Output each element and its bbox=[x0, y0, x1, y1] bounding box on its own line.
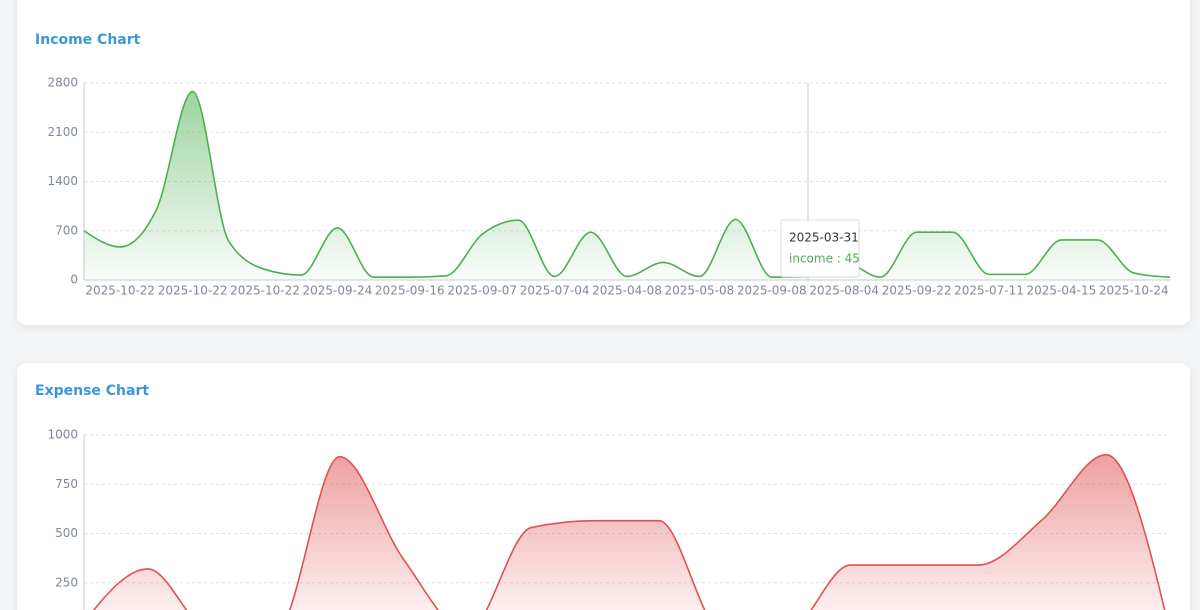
y-tick-label: 750 bbox=[55, 477, 78, 491]
chart-title: Expense Chart bbox=[35, 383, 149, 399]
card bbox=[17, 0, 1190, 325]
x-tick-label: 2025-09-22 bbox=[882, 284, 952, 298]
y-tick-label: 500 bbox=[55, 526, 78, 540]
x-tick-label: 2025-09-24 bbox=[303, 284, 373, 298]
y-tick-label: 250 bbox=[55, 575, 78, 589]
y-tick-label: 2100 bbox=[47, 125, 78, 139]
y-tick-label: 2800 bbox=[47, 76, 78, 90]
chart-title: Income Chart bbox=[35, 32, 141, 48]
x-tick-label: 2025-10-22 bbox=[158, 284, 228, 298]
x-tick-label: 2025-04-08 bbox=[592, 284, 662, 298]
line bbox=[83, 90, 1171, 278]
tooltip-value: income : 45 bbox=[789, 252, 860, 266]
x-tick-label: 2025-09-16 bbox=[375, 284, 445, 298]
x-tick-label: 2025-09-07 bbox=[447, 284, 517, 298]
y-tick-label: 1400 bbox=[47, 174, 78, 188]
tooltip-title: 2025-03-31 bbox=[789, 231, 859, 245]
y-tick-label: 700 bbox=[55, 223, 78, 237]
line bbox=[92, 453, 1166, 610]
x-tick-label: 2025-09-08 bbox=[737, 284, 807, 298]
x-tick-label: 2025-10-22 bbox=[230, 284, 300, 298]
x-tick-label: 2025-04-15 bbox=[1027, 284, 1097, 298]
tooltip: 2025-03-31 income : 45 bbox=[780, 219, 860, 278]
x-tick-label: 2025-07-04 bbox=[520, 284, 590, 298]
y-tick-label: 0 bbox=[70, 273, 78, 287]
area bbox=[84, 91, 1170, 280]
x-tick-label: 2025-10-22 bbox=[85, 284, 155, 298]
x-tick-label: 2025-10-24 bbox=[1099, 284, 1169, 298]
x-tick-label: 2025-07-11 bbox=[954, 284, 1024, 298]
area bbox=[93, 454, 1165, 610]
x-tick-label: 2025-05-08 bbox=[665, 284, 735, 298]
y-tick-label: 1000 bbox=[47, 428, 78, 442]
x-tick-label: 2025-08-04 bbox=[809, 284, 879, 298]
tooltip-box bbox=[780, 219, 860, 278]
